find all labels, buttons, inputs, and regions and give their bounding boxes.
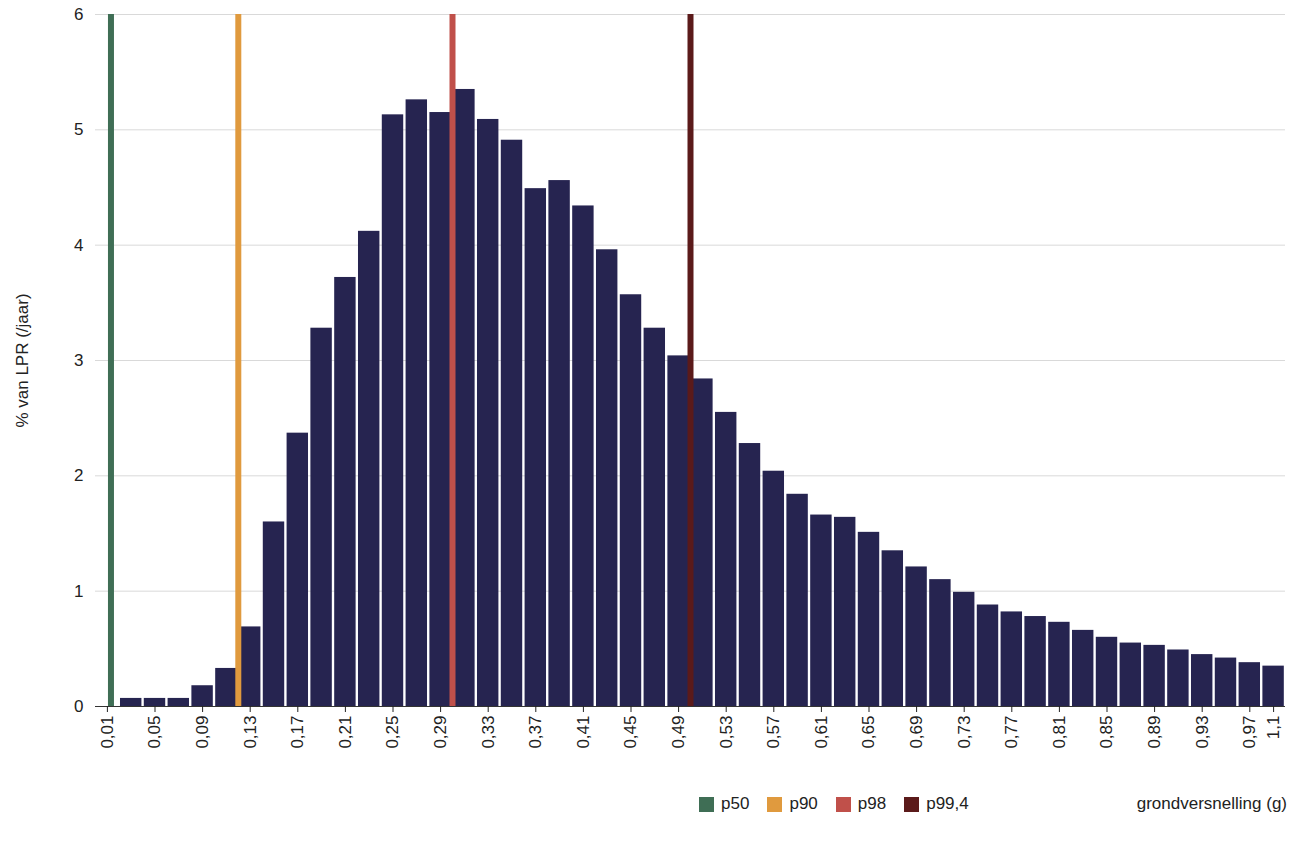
svg-text:1: 1 (74, 582, 83, 601)
svg-text:0,97: 0,97 (1240, 716, 1259, 749)
html-text:p50: p50 (721, 794, 750, 813)
html-text:p99,4: p99,4 (926, 794, 969, 813)
svg-text:0,69: 0,69 (907, 716, 926, 749)
svg-text:0,41: 0,41 (574, 716, 593, 749)
svg-text:0,25: 0,25 (383, 716, 402, 749)
svg-text:0,13: 0,13 (241, 716, 260, 749)
svg-text:0,61: 0,61 (812, 716, 831, 749)
svg-text:% van LPR (/jaar): % van LPR (/jaar) (13, 293, 32, 427)
svg-text:0,53: 0,53 (717, 716, 736, 749)
svg-text:0: 0 (74, 697, 83, 716)
svg-text:0,57: 0,57 (764, 716, 783, 749)
svg-text:5: 5 (74, 120, 83, 139)
svg-text:0,09: 0,09 (193, 716, 212, 749)
svg-text:0,37: 0,37 (526, 716, 545, 749)
svg-text:4: 4 (74, 236, 83, 255)
svg-text:6: 6 (74, 5, 83, 24)
svg-text:2: 2 (74, 466, 83, 485)
svg-text:0,05: 0,05 (145, 716, 164, 749)
svg-text:0,73: 0,73 (955, 716, 974, 749)
svg-text:0,17: 0,17 (288, 716, 307, 749)
svg-text:0,93: 0,93 (1193, 716, 1212, 749)
html-text:p98: p98 (857, 794, 887, 813)
svg-text:0,89: 0,89 (1145, 716, 1164, 749)
svg-text:0,81: 0,81 (1050, 716, 1069, 749)
svg-text:0,65: 0,65 (859, 716, 878, 749)
svg-text:1,1: 1,1 (1264, 716, 1283, 740)
svg-text:3: 3 (74, 351, 83, 370)
svg-text:0,33: 0,33 (479, 716, 498, 749)
html-text:grondversnelling (g): grondversnelling (g) (1136, 794, 1287, 813)
svg-text:0,01: 0,01 (98, 716, 117, 749)
svg-text:0,21: 0,21 (336, 716, 355, 749)
svg-text:0,29: 0,29 (431, 716, 450, 749)
svg-text:0,85: 0,85 (1097, 716, 1116, 749)
svg-text:0,45: 0,45 (621, 716, 640, 749)
html-text:p90: p90 (789, 794, 818, 813)
svg-text:0,77: 0,77 (1002, 716, 1021, 749)
svg-text:0,49: 0,49 (669, 716, 688, 749)
